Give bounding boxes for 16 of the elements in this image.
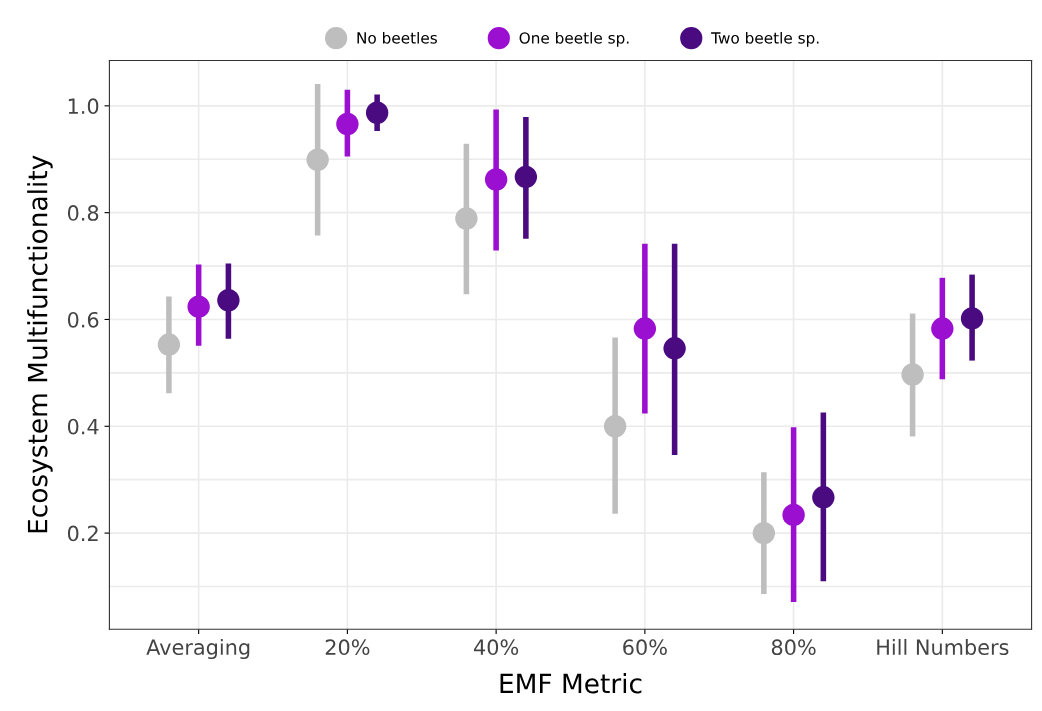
y-tick-label: 0.2 xyxy=(67,525,98,542)
x-tick-label: 80% xyxy=(771,639,816,656)
y-tick-label: 1.0 xyxy=(68,98,99,115)
y-tick-label: 0.6 xyxy=(67,311,99,328)
legend-label: Two beetle sp. xyxy=(711,31,819,47)
legend-label: No beetles xyxy=(357,31,437,44)
x-axis-title: EMF Metric xyxy=(500,673,642,694)
y-tick-label: 0.4 xyxy=(67,418,99,435)
legend-label: One beetle sp. xyxy=(519,31,629,47)
x-tick-label: 20% xyxy=(325,639,370,656)
x-tick-label: Averaging xyxy=(146,638,250,660)
y-axis-title: Ecosystem Multifunctionality xyxy=(27,155,53,533)
x-tick-label: Hill Numbers xyxy=(877,638,1009,656)
x-tick-label: 40% xyxy=(473,639,519,656)
y-tick-label: 0.8 xyxy=(67,205,99,221)
x-tick-label: 60% xyxy=(623,639,667,656)
